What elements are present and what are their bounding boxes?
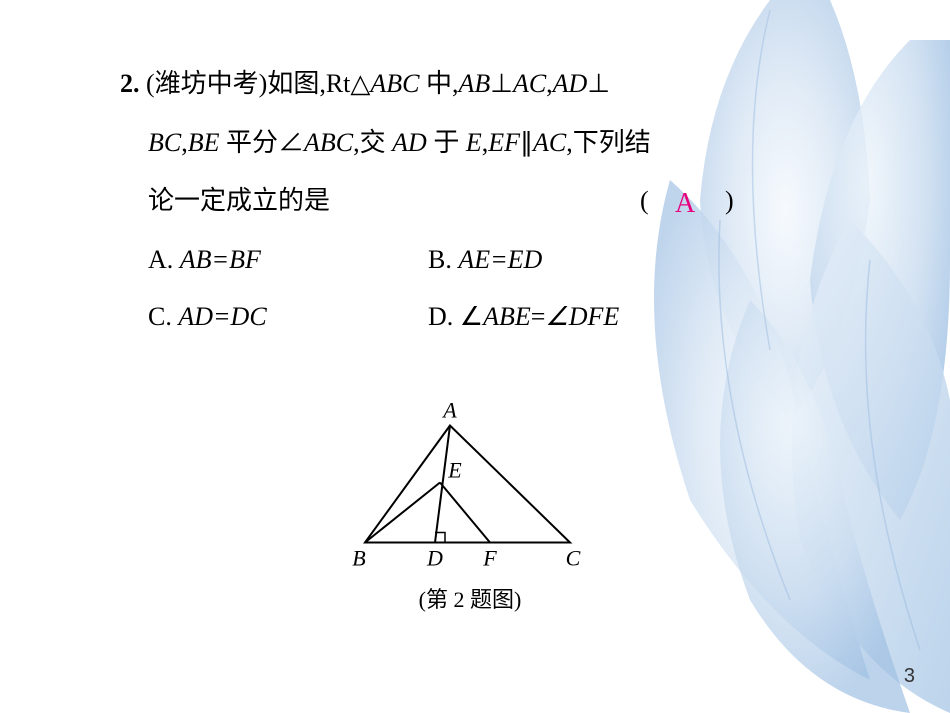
vertex-e: E xyxy=(447,458,462,483)
vertex-d: D xyxy=(426,546,443,571)
option-c: C. AD=DC xyxy=(148,288,428,345)
question-content: 2. (潍坊中考)如图,Rt△ABC 中,AB⊥AC,AD⊥ BC,BE 平分∠… xyxy=(120,55,780,345)
question-line-3: 论一定成立的是 ( A ) xyxy=(120,172,780,231)
vertex-b: B xyxy=(352,546,365,571)
triangle-diagram: A B D F C E xyxy=(335,395,605,575)
options-row-2: C. AD=DC D. ∠ABE=∠DFE xyxy=(120,288,780,345)
vertex-c: C xyxy=(566,546,581,571)
question-number: 2. xyxy=(120,69,140,98)
vertex-f: F xyxy=(482,546,497,571)
page-number: 3 xyxy=(904,665,915,688)
question-line-1: 2. (潍坊中考)如图,Rt△ABC 中,AB⊥AC,AD⊥ xyxy=(120,55,780,114)
vertex-a: A xyxy=(441,398,457,423)
answer-letter: A xyxy=(675,172,695,235)
question-line-2: BC,BE 平分∠ABC,交 AD 于 E,EF∥AC,下列结 xyxy=(120,114,780,173)
diagram-container: A B D F C E (第 2 题图) xyxy=(335,395,605,614)
option-b: B. AE=ED xyxy=(428,231,780,288)
option-a: A. AB=BF xyxy=(148,231,428,288)
bracket-open: ( xyxy=(640,172,649,231)
question-source: (潍坊中考) xyxy=(146,69,267,98)
option-d: D. ∠ABE=∠DFE xyxy=(428,288,780,345)
diagram-caption: (第 2 题图) xyxy=(335,582,605,614)
options-row-1: A. AB=BF B. AE=ED xyxy=(120,231,780,288)
bracket-close: ) xyxy=(725,172,734,231)
